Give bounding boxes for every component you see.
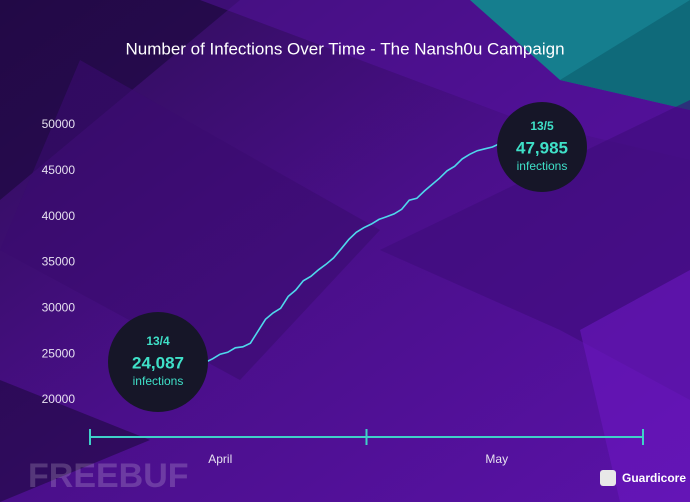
watermark: FREEBUF <box>28 457 189 495</box>
annotation-note: infections <box>133 374 184 388</box>
annotation-value: 47,985 <box>516 138 568 157</box>
x-category-label: May <box>485 452 508 466</box>
bg-shape <box>0 380 150 502</box>
bg-shape <box>580 270 690 502</box>
y-tick-label: 50000 <box>42 117 76 131</box>
annotation-note: infections <box>517 159 568 173</box>
annotation-date: 13/4 <box>146 334 170 348</box>
series-line <box>204 142 501 364</box>
y-tick-label: 35000 <box>42 255 76 269</box>
x-category-label: April <box>208 452 232 466</box>
y-tick-label: 45000 <box>42 163 76 177</box>
chart-title: Number of Infections Over Time - The Nan… <box>125 39 564 58</box>
annotation-value: 24,087 <box>132 353 184 372</box>
annotation-bubble <box>497 102 587 192</box>
y-tick-label: 40000 <box>42 209 76 223</box>
y-tick-label: 20000 <box>42 392 76 406</box>
bg-shape <box>560 0 690 110</box>
brand-logo <box>600 470 616 486</box>
annotation-date: 13/5 <box>530 119 554 133</box>
y-tick-label: 30000 <box>42 301 76 315</box>
plot: 20000 25000 30000 35000 40000 45000 50000 April… <box>42 102 644 466</box>
y-tick-label: 25000 <box>42 346 76 360</box>
brand: Guardicore <box>622 471 686 485</box>
annotation-bubble <box>108 312 208 412</box>
